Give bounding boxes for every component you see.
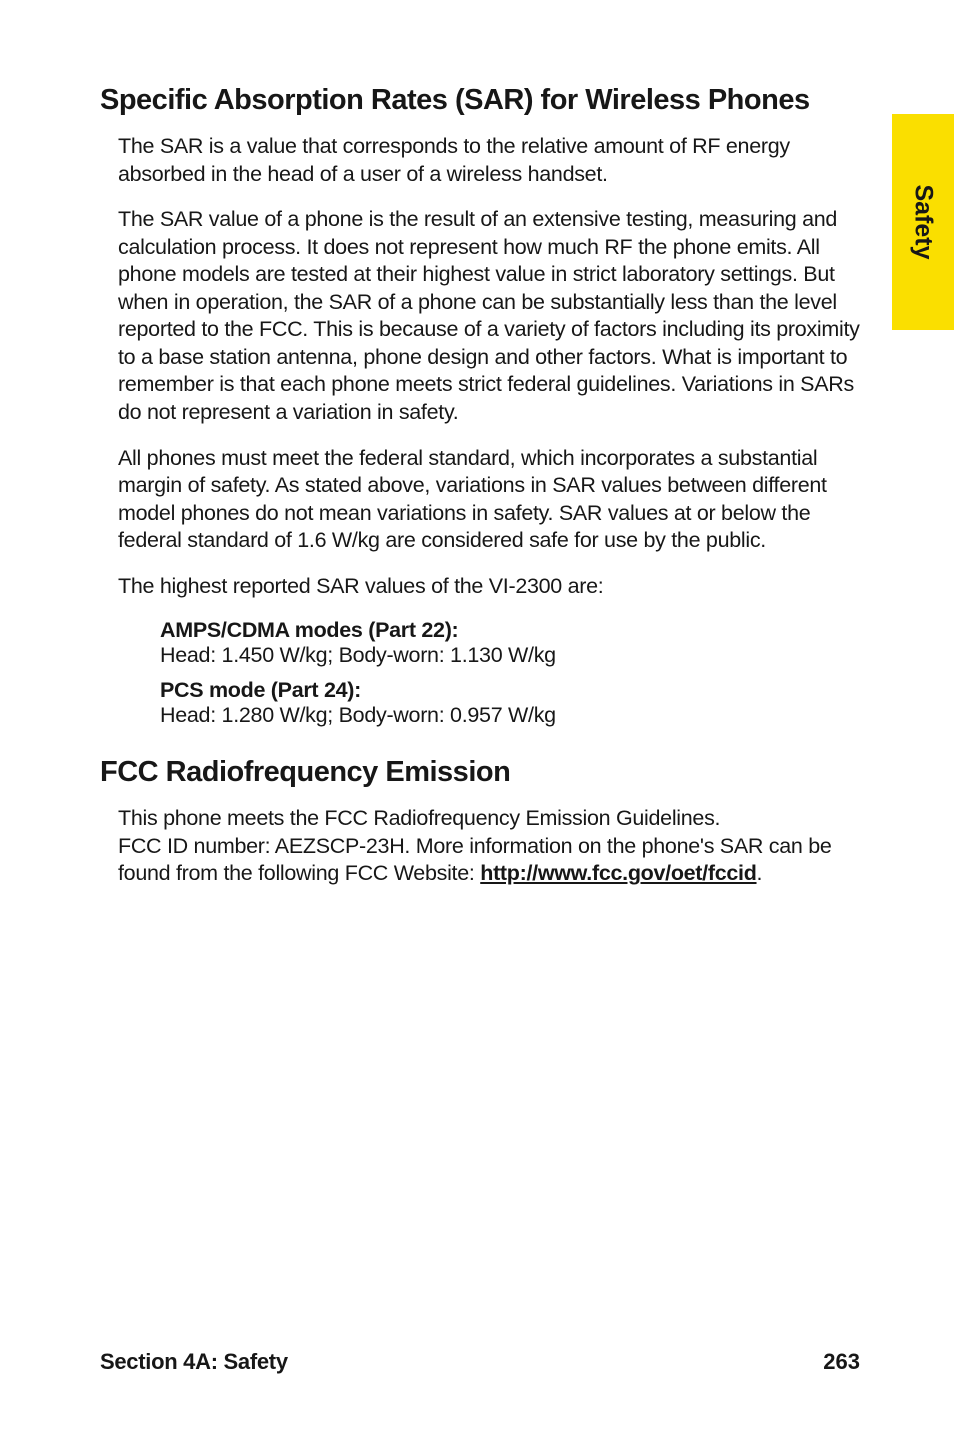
content: Specific Absorption Rates (SAR) for Wire… — [100, 84, 860, 906]
footer: Section 4A: Safety 263 — [100, 1349, 860, 1375]
mode-pcs-title: PCS mode (Part 24): — [160, 678, 860, 703]
para-2: The SAR value of a phone is the result o… — [118, 206, 860, 426]
heading-fcc: FCC Radiofrequency Emission — [100, 756, 860, 789]
footer-page-number: 263 — [823, 1349, 860, 1375]
heading-sar: Specific Absorption Rates (SAR) for Wire… — [100, 84, 860, 117]
footer-section: Section 4A: Safety — [100, 1349, 288, 1375]
para-3: All phones must meet the federal standar… — [118, 445, 860, 555]
page: Safety Specific Absorption Rates (SAR) f… — [0, 0, 954, 1431]
modes-block: AMPS/CDMA modes (Part 22): Head: 1.450 W… — [160, 618, 860, 728]
side-tab-label: Safety — [909, 184, 938, 259]
fcc-link[interactable]: http://www.fcc.gov/oet/fccid — [480, 861, 756, 885]
para-4: The highest reported SAR values of the V… — [118, 573, 860, 601]
mode-pcs-val: Head: 1.280 W/kg; Body-worn: 0.957 W/kg — [160, 703, 860, 728]
side-tab: Safety — [892, 114, 954, 330]
mode-amps-title: AMPS/CDMA modes (Part 22): — [160, 618, 860, 643]
mode-amps-val: Head: 1.450 W/kg; Body-worn: 1.130 W/kg — [160, 643, 860, 668]
para-1: The SAR is a value that corresponds to t… — [118, 133, 860, 188]
para-fcc: This phone meets the FCC Radiofrequency … — [118, 805, 860, 888]
para-fcc-end: . — [757, 861, 763, 885]
